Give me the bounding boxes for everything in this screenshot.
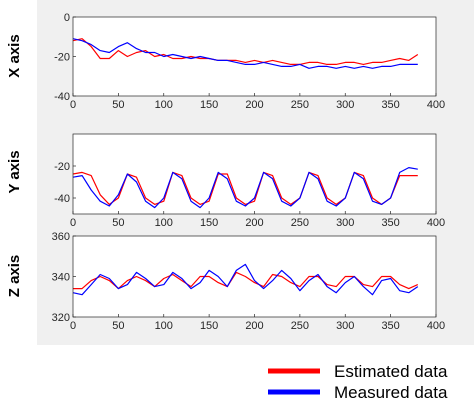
x-axis-xtick-label: 150 xyxy=(200,99,218,111)
y-axis-ytick-label: -40 xyxy=(54,193,70,205)
y-axis-ytick-label: -20 xyxy=(54,161,70,173)
x-axis-xtick-label: 300 xyxy=(336,99,354,111)
x-axis-subplot: 0 50 100 150 200 250 300 350 400 0 -20 -40 xyxy=(54,12,445,111)
x-axis-xtick-label: 0 xyxy=(70,99,76,111)
x-axis-plot-area xyxy=(73,17,436,96)
z-axis-subplot: 0 50 100 150 200 250 300 350 400 360 340 320 xyxy=(52,231,446,332)
y-axis-subplot: 0 50 100 150 200 250 300 350 400 -20 -40 xyxy=(54,133,445,229)
y-axis-subplot-ylabel: Y axis xyxy=(6,150,23,193)
z-axis-xtick-label: 200 xyxy=(245,320,263,332)
z-axis-ytick-label: 320 xyxy=(52,312,70,324)
z-axis-xtick-label: 150 xyxy=(200,320,218,332)
y-axis-estimated-line xyxy=(72,171,418,205)
y-axis-xtick-label: 100 xyxy=(155,217,173,229)
x-axis-ytick-label: -40 xyxy=(54,91,70,103)
z-axis-xtick-label: 100 xyxy=(155,320,173,332)
x-axis-xtick-label: 200 xyxy=(245,99,263,111)
y-axis-xtick-label: 50 xyxy=(112,217,124,229)
x-axis-ytick-label: -20 xyxy=(54,52,70,64)
y-axis-xtick-label: 350 xyxy=(381,217,399,229)
z-axis-subplot-ylabel: Z axis xyxy=(6,255,23,298)
z-axis-measured-line xyxy=(72,263,419,296)
x-axis-measured-line xyxy=(72,38,418,69)
y-axis-xtick-label: 300 xyxy=(336,217,354,229)
x-axis-ytick-label: 0 xyxy=(64,12,70,24)
z-axis-xtick-label: 350 xyxy=(381,320,399,332)
x-axis-estimated-line xyxy=(72,38,419,65)
y-axis-xtick-label: 200 xyxy=(245,217,263,229)
z-axis-xtick-label: 50 xyxy=(112,320,124,332)
y-axis-xtick-label: 0 xyxy=(70,217,76,229)
z-axis-xtick-label: 400 xyxy=(427,320,445,332)
legend-measured-label: Measured data xyxy=(334,383,448,402)
x-axis-xtick-label: 100 xyxy=(155,99,173,111)
legend-estimated-label: Estimated data xyxy=(334,362,448,381)
x-axis-subplot-ylabel: X axis xyxy=(6,34,23,77)
x-axis-xtick-label: 400 xyxy=(427,99,445,111)
z-axis-xtick-label: 0 xyxy=(70,320,76,332)
x-axis-xtick-label: 250 xyxy=(291,99,309,111)
y-axis-xtick-label: 250 xyxy=(291,217,309,229)
y-axis-xtick-label: 150 xyxy=(200,217,218,229)
z-axis-xtick-label: 250 xyxy=(291,320,309,332)
y-axis-xtick-label: 400 xyxy=(427,217,445,229)
y-axis-measured-line xyxy=(72,167,418,209)
z-axis-estimated-line xyxy=(73,271,419,290)
x-axis-xtick-label: 50 xyxy=(112,99,124,111)
z-axis-xtick-label: 300 xyxy=(336,320,354,332)
z-axis-ytick-label: 360 xyxy=(52,231,70,243)
legend: Estimated data Measured data xyxy=(268,362,448,402)
z-axis-ytick-label: 340 xyxy=(52,272,70,284)
x-axis-xtick-label: 350 xyxy=(381,99,399,111)
